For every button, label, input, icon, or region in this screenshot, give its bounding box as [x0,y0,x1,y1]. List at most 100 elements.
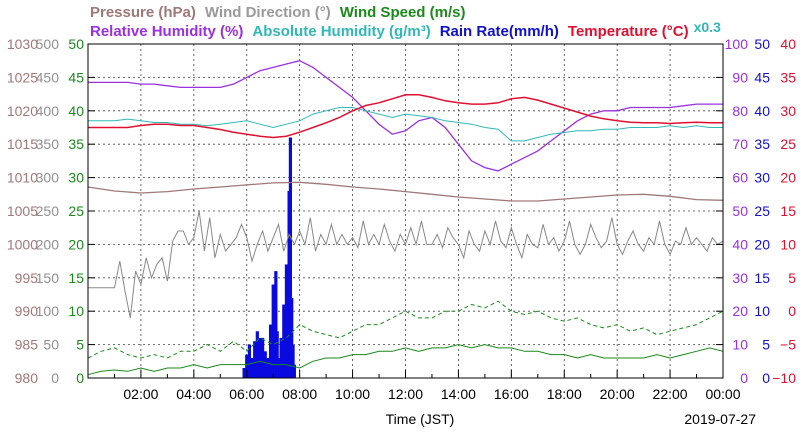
series-temperature [88,94,723,139]
series-wind-direction [88,210,724,318]
x-tick-label: 00:00 [705,386,740,402]
y-tick-label-humidity: 60 [732,170,748,186]
series-relative-humidity [88,60,723,172]
y-tick-label-pressure: 1005 [7,203,38,219]
rain-rate-bar [292,364,296,378]
y-tick-label-pressure: 1015 [7,136,38,152]
y-tick-label-temperature: −10 [772,370,796,386]
x-tick-label: 18:00 [547,386,582,402]
y-tick-label-pressure: 1020 [7,103,38,119]
rain-rate-bar [263,351,267,378]
grid-lines [88,44,723,378]
y-tick-label-pressure: 985 [15,337,39,353]
series-wind-speed-max [87,300,724,359]
y-tick-label-wind_direction: 150 [36,270,60,286]
rain-rate-bar [290,297,294,378]
y-tick-label-pressure: 1025 [7,69,38,85]
y-tick-label-wind_speed: 35 [68,136,84,152]
y-tick-label-wind_direction: 400 [36,103,60,119]
x-tick-label: 22:00 [653,386,688,402]
y-tick-label-rain_rate: 30 [754,170,770,186]
series-wind-speed [87,344,724,376]
series-pressure [87,181,724,202]
x-axis-label: Time (JST) [386,411,455,427]
y-tick-label-wind_direction: 350 [36,136,60,152]
y-tick-label-temperature: 20 [780,170,796,186]
y-tick-label-temperature: 5 [788,270,796,286]
y-tick-label-temperature: 15 [780,203,796,219]
rain-rate-bar [245,354,249,378]
rain-rate-bar [279,337,283,378]
y-tick-label-wind_speed: 25 [68,203,84,219]
y-tick-label-wind_direction: 250 [36,203,60,219]
rain-rate-bar [261,337,265,378]
header-row1-item-2: Wind Speed (m/s) [340,4,466,21]
y-tick-label-pressure: 1010 [7,170,38,186]
y-tick-label-wind_direction: 50 [43,337,59,353]
rain-rate-bar [282,304,286,378]
y-tick-label-wind_direction: 200 [36,236,60,252]
rain-rate-bar [242,367,246,378]
y-tick-label-rain_rate: 5 [762,337,770,353]
y-tick-label-humidity: 100 [725,36,749,52]
y-tick-label-temperature: 25 [780,136,796,152]
y-tick-label-humidity: 80 [732,103,748,119]
y-tick-label-wind_speed: 40 [68,103,84,119]
chart-date: 2019-07-27 [684,411,756,427]
multiplier-note: x0.3 [694,19,721,35]
x-tick-label: 14:00 [441,386,476,402]
y-tick-label-wind_direction: 450 [36,69,60,85]
y-tick-label-pressure: 1030 [7,36,38,52]
y-tick-label-humidity: 40 [732,236,748,252]
rain-rate-bar [268,324,273,378]
rain-rate-bar [250,357,254,378]
rain-rate-bar [276,357,281,378]
y-tick-label-rain_rate: 10 [754,303,770,319]
axis-labels: 9809859909951000100510101015102010251030… [7,36,796,402]
y-tick-label-wind_direction: 0 [51,370,59,386]
x-tick-label: 08:00 [282,386,317,402]
chart-header: Pressure (hPa) Wind Direction (°) Wind Spe… [90,4,721,40]
x-tick-label: 02:00 [123,386,158,402]
y-tick-label-humidity: 0 [740,370,748,386]
y-tick-label-wind_speed: 20 [68,236,84,252]
header-row2-item-3: Temperature (°C) [568,23,689,40]
rain-rate-bar [258,337,262,378]
y-tick-label-temperature: 40 [780,36,796,52]
y-tick-label-wind_speed: 45 [68,69,84,85]
y-tick-label-rain_rate: 40 [754,103,770,119]
y-tick-label-temperature: 10 [780,236,796,252]
y-tick-label-rain_rate: 45 [754,69,770,85]
x-tick-label: 16:00 [494,386,529,402]
y-tick-label-wind_direction: 500 [36,36,60,52]
x-tick-label: 12:00 [388,386,423,402]
header-row2-item-2: Rain Rate(mm/h) [440,23,559,40]
y-tick-label-wind_speed: 10 [68,303,84,319]
y-tick-label-temperature: −5 [780,337,796,353]
y-tick-label-temperature: 0 [788,303,796,319]
header-row2-item-0: Relative Humidity (%) [90,23,243,40]
x-tick-label: 04:00 [176,386,211,402]
rain-rate-bar [274,271,278,378]
y-tick-label-rain_rate: 0 [762,370,770,386]
y-tick-label-temperature: 30 [780,103,796,119]
y-tick-label-wind_speed: 15 [68,270,84,286]
series-layer [87,60,724,378]
x-tick-label: 20:00 [600,386,635,402]
y-tick-label-wind_direction: 300 [36,170,60,186]
y-tick-label-wind_speed: 0 [76,370,84,386]
y-tick-label-temperature: 35 [780,69,796,85]
y-tick-label-wind_speed: 30 [68,170,84,186]
rain-rate-bar [255,331,259,378]
rain-rate-bar [266,357,270,378]
y-tick-label-humidity: 20 [732,303,748,319]
x-tick-label: 06:00 [229,386,264,402]
rain-rate-bar [291,344,295,378]
y-tick-label-rain_rate: 35 [754,136,770,152]
rain-rate-bar [271,284,275,378]
y-tick-label-rain_rate: 20 [754,236,770,252]
header-row1-item-0: Pressure (hPa) [90,4,196,21]
y-tick-label-humidity: 70 [732,136,748,152]
y-tick-label-pressure: 990 [15,303,39,319]
series-absolute-humidity [88,107,723,142]
